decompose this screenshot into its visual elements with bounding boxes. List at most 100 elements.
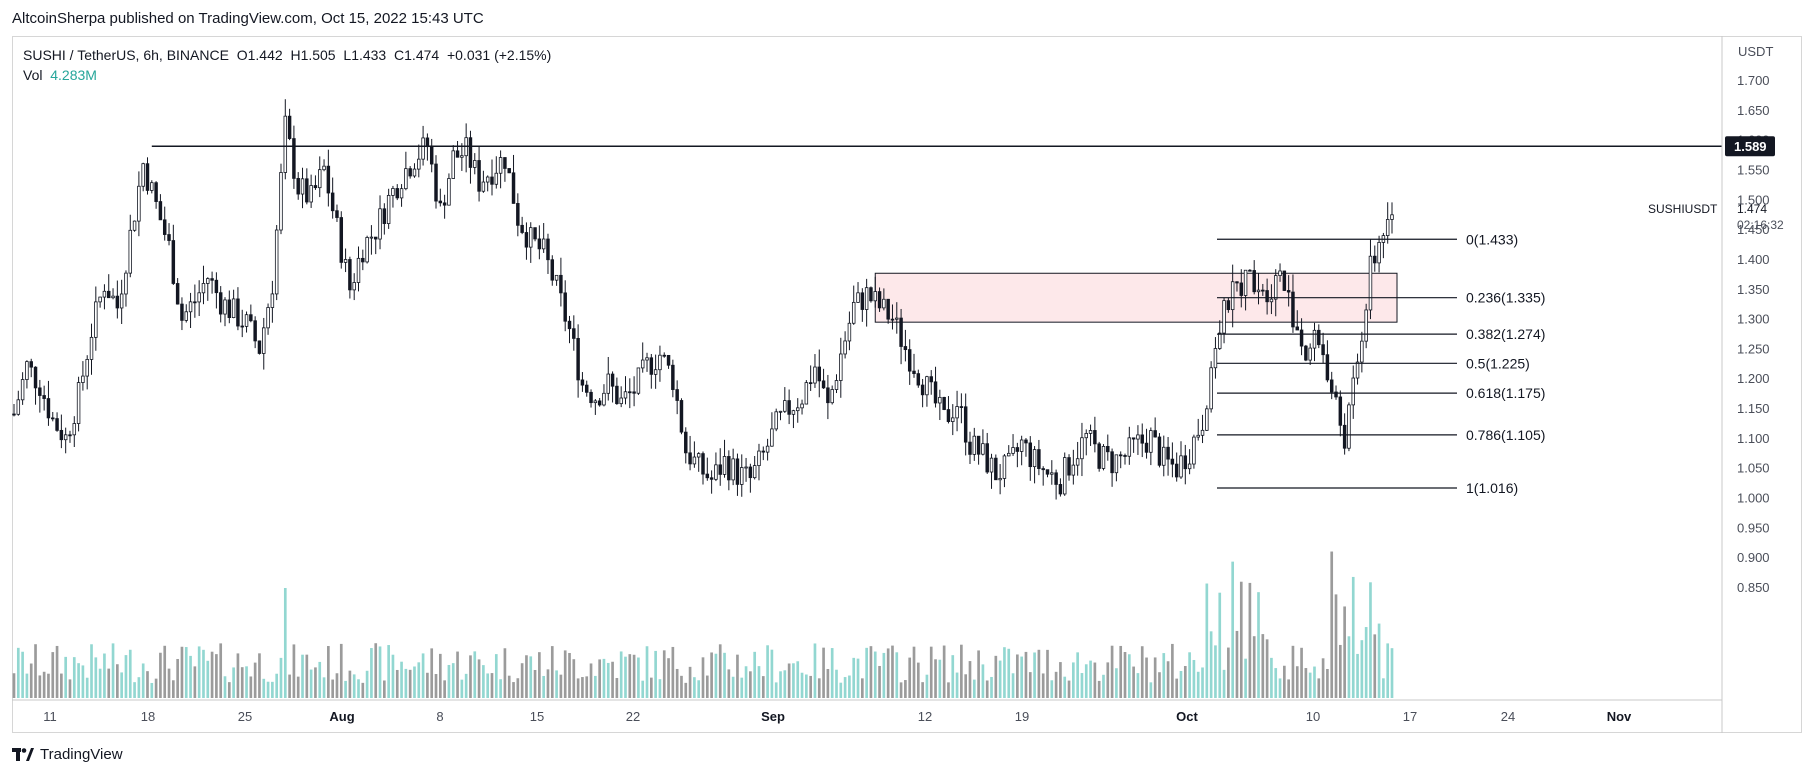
candle-body xyxy=(1321,344,1325,356)
candle-body xyxy=(180,303,184,321)
candle-body xyxy=(537,238,542,250)
candle-body xyxy=(1118,454,1123,457)
candle-body xyxy=(197,292,201,303)
volume-bar xyxy=(1356,653,1359,698)
volume-bar xyxy=(1386,643,1390,698)
volume-bar xyxy=(1321,658,1325,698)
legend-symbol[interactable]: SUSHI / TetherUS, 6h, BINANCE xyxy=(23,47,229,63)
candle-body xyxy=(257,340,262,354)
candle-body xyxy=(774,411,778,430)
volume-bar xyxy=(1106,662,1110,698)
volume-bar xyxy=(21,651,24,698)
y-tick-label: 1.400 xyxy=(1737,252,1770,267)
volume-bar xyxy=(1369,582,1372,698)
candle-body xyxy=(1385,219,1390,236)
volume-bar xyxy=(718,644,722,698)
volume-bar xyxy=(693,677,696,698)
candle-body xyxy=(51,417,55,420)
volume-bar xyxy=(55,645,59,698)
candle-body xyxy=(150,182,154,191)
volume-bar xyxy=(90,644,93,698)
volume-bar xyxy=(938,659,942,698)
volume-bar xyxy=(507,675,511,698)
candle-body xyxy=(1291,291,1295,328)
volume-bar xyxy=(594,675,597,698)
candle-body xyxy=(1230,281,1235,311)
volume-bar xyxy=(1007,648,1011,698)
candle-body xyxy=(1338,396,1343,426)
candle-body xyxy=(843,340,847,355)
candle-body xyxy=(365,237,369,263)
candle-body xyxy=(1015,447,1020,452)
candle-body xyxy=(361,257,365,263)
chart-frame[interactable] xyxy=(12,36,1802,733)
candle-body xyxy=(1248,269,1252,272)
fib-level-label: 0.618(1.175) xyxy=(1466,385,1545,401)
candle-body xyxy=(412,168,417,177)
volume-bar xyxy=(103,653,106,698)
candle-body xyxy=(1347,404,1351,449)
volume-bar xyxy=(1084,664,1088,698)
candle-body xyxy=(128,229,133,274)
y-tick-label: 1.250 xyxy=(1737,341,1770,356)
y-tick-label: 0.950 xyxy=(1737,520,1770,535)
x-tick-label: 10 xyxy=(1306,709,1320,724)
candle-body xyxy=(830,389,834,404)
volume-bar xyxy=(1132,666,1135,698)
volume-bar xyxy=(120,672,123,698)
candle-body xyxy=(1390,214,1394,220)
candle-body xyxy=(994,457,998,481)
volume-bar xyxy=(189,655,192,698)
footer-brand[interactable]: TradingView xyxy=(12,746,123,763)
volume-bar xyxy=(869,646,873,698)
volume-bar xyxy=(1192,659,1196,698)
candle-body xyxy=(1235,281,1239,284)
volume-bar xyxy=(413,666,416,698)
volume-bar xyxy=(464,673,468,698)
volume-bar xyxy=(1028,672,1032,698)
candle-body xyxy=(1106,446,1110,453)
candle-body xyxy=(516,203,520,226)
candle-body xyxy=(162,219,167,235)
volume-bar xyxy=(473,651,477,698)
candle-body xyxy=(550,259,555,281)
volume-bar xyxy=(955,672,959,698)
volume-bar xyxy=(960,644,963,698)
volume-bar xyxy=(98,668,102,698)
volume-bar xyxy=(283,588,287,698)
x-tick-label: Aug xyxy=(329,709,354,724)
candle-body xyxy=(231,298,236,318)
candle-body xyxy=(576,338,580,381)
candle-body xyxy=(757,450,761,466)
candle-body xyxy=(12,413,16,416)
candle-body xyxy=(1187,463,1192,470)
candle-body xyxy=(292,138,296,179)
candle-body xyxy=(1334,391,1338,398)
candle-body xyxy=(783,400,787,412)
candle-body xyxy=(378,208,382,240)
volume-bar xyxy=(141,663,145,698)
volume-bar xyxy=(1239,581,1243,698)
volume-bar xyxy=(258,653,261,698)
volume-bar xyxy=(34,644,37,698)
candle-body xyxy=(907,349,912,372)
candle-body xyxy=(429,146,434,165)
candle-body xyxy=(249,314,253,322)
candle-body xyxy=(175,283,180,305)
volume-bar xyxy=(727,669,731,698)
candle-body xyxy=(1377,242,1381,264)
volume-bar xyxy=(1076,652,1079,698)
volume-bar xyxy=(563,650,567,698)
candle-body xyxy=(1269,298,1274,303)
volume-bar xyxy=(843,677,847,698)
volume-bar xyxy=(585,676,589,698)
volume-bar xyxy=(1334,594,1338,698)
volume-bar xyxy=(1231,561,1235,698)
volume-bar xyxy=(133,682,136,698)
volume-bar xyxy=(1270,657,1273,698)
candle-body xyxy=(438,200,443,204)
volume-bar xyxy=(490,673,494,698)
volume-bar xyxy=(697,680,701,698)
volume-bar xyxy=(438,653,442,698)
